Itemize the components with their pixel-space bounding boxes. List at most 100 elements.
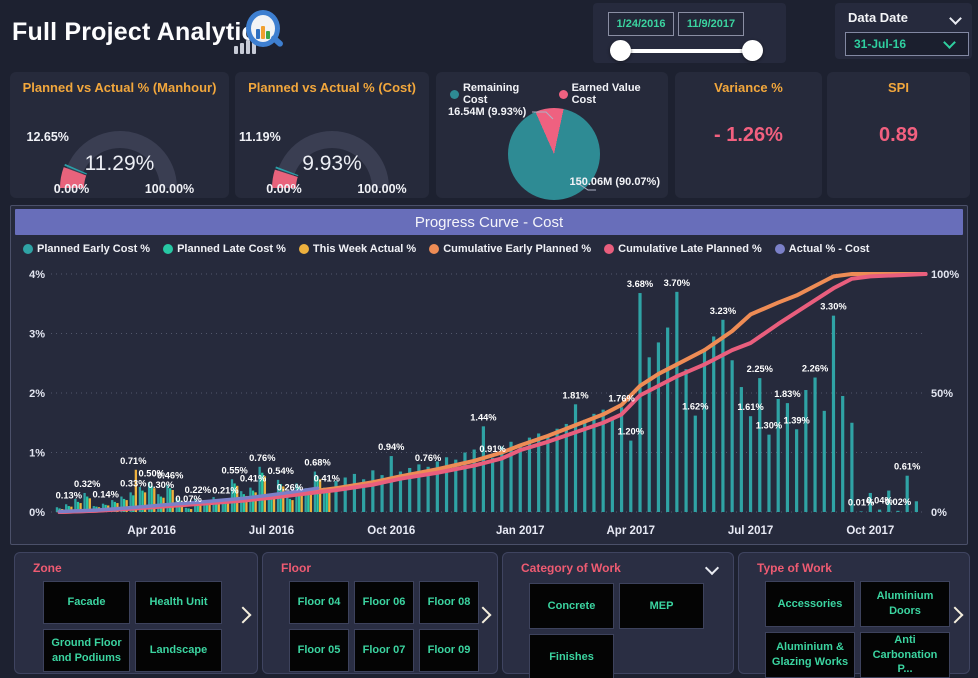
filter-option-floor-06[interactable]: Floor 06 xyxy=(354,581,414,624)
filter-option-ground-floor-and-podiums[interactable]: Ground Floor and Podiums xyxy=(43,629,130,672)
range-slider-handle-end[interactable] xyxy=(742,40,763,61)
chevron-down-icon[interactable] xyxy=(949,12,962,25)
legend-item: Actual % - Cost xyxy=(774,243,869,255)
bar-data-label: 0.71% xyxy=(120,456,147,466)
legend-label: Remaining Cost xyxy=(462,82,520,106)
bar-data-label: 1.39% xyxy=(783,415,810,425)
bar-data-label: 0.46% xyxy=(157,471,184,481)
variance-value: - 1.26% xyxy=(714,124,783,146)
svg-text:Apr 2017: Apr 2017 xyxy=(607,525,656,537)
svg-text:Oct 2017: Oct 2017 xyxy=(846,525,894,537)
spi-value: 0.89 xyxy=(879,124,918,146)
filter-option-anti-carbonation-p[interactable]: Anti Carbonation P... xyxy=(860,632,950,678)
scroll-right-icon[interactable] xyxy=(234,606,252,624)
progress-curve-panel: Progress Curve - Cost Planned Early Cost… xyxy=(10,205,968,545)
filter-option-finishes[interactable]: Finishes xyxy=(529,634,614,678)
filter-option-aluminium-glazing-works[interactable]: Aluminium & Glazing Works xyxy=(765,632,855,678)
range-end-input[interactable]: 11/9/2017 xyxy=(678,12,744,36)
pie-label-earned-value: 16.54M (9.93%) xyxy=(448,106,527,118)
filter-option-health-unit[interactable]: Health Unit xyxy=(135,581,222,624)
legend-dot xyxy=(298,244,309,254)
kpi-card-spi: SPI 0.89 xyxy=(827,72,970,198)
data-date-dropdown[interactable]: 31-Jul-16 xyxy=(845,32,969,56)
gauge-min-label: 0.00% xyxy=(53,182,90,196)
filter-option-landscape[interactable]: Landscape xyxy=(135,629,222,672)
bar-data-label: 0.21% xyxy=(212,486,239,496)
bar-data-label: 1.83% xyxy=(774,389,801,399)
legend-dot xyxy=(23,244,33,254)
gauge-max-label: 100.00% xyxy=(144,182,195,196)
filter-option-floor-04[interactable]: Floor 04 xyxy=(289,581,349,624)
svg-text:50%: 50% xyxy=(931,388,953,400)
svg-text:0%: 0% xyxy=(29,507,45,519)
filter-option-floor-07[interactable]: Floor 07 xyxy=(354,629,414,672)
filter-option-accessories[interactable]: Accessories xyxy=(765,581,855,627)
card-title: SPI xyxy=(888,80,909,95)
bar-data-label: 0.01% xyxy=(848,497,875,507)
bar-data-label: 2.26% xyxy=(802,364,829,374)
legend-dot xyxy=(774,244,785,254)
bar-data-label: 1.81% xyxy=(562,390,589,400)
bar-data-label: 0.14% xyxy=(92,490,119,500)
filter-title: Zone xyxy=(33,561,62,575)
date-range-slicer: 1/24/2016 11/9/2017 xyxy=(593,3,786,63)
gauge-target-label: 12.65% xyxy=(26,130,69,144)
pie-label-remaining: 150.06M (90.07%) xyxy=(569,176,661,188)
filter-option-concrete[interactable]: Concrete xyxy=(529,583,614,629)
data-date-slicer: Data Date 31-Jul-16 xyxy=(835,3,972,59)
bar-data-label: 1.61% xyxy=(737,402,764,412)
legend-item: Cumulative Late Planned % xyxy=(604,243,762,255)
filter-title: Floor xyxy=(281,561,311,575)
filter-title: Type of Work xyxy=(757,561,832,575)
bar-data-label: 0.61% xyxy=(894,462,921,472)
bar-data-label: 0.76% xyxy=(415,453,442,463)
filter-option-floor-08[interactable]: Floor 08 xyxy=(419,581,479,624)
legend-dot-remaining-cost xyxy=(450,89,459,99)
range-slider-handle-start[interactable] xyxy=(610,40,631,61)
bar-data-label: 0.32% xyxy=(74,479,101,489)
filter-option-floor-09[interactable]: Floor 09 xyxy=(419,629,479,672)
bar-data-label: 0.91% xyxy=(479,444,506,454)
bar-data-label: 0.50% xyxy=(139,468,166,478)
legend-dot xyxy=(604,244,615,254)
legend-label: Earned Value Cost xyxy=(571,82,641,106)
bar-data-label: 0.41% xyxy=(240,474,267,484)
svg-text:Jul 2016: Jul 2016 xyxy=(249,525,294,537)
svg-text:Jul 2017: Jul 2017 xyxy=(728,525,773,537)
bar-data-label: 0.07% xyxy=(175,494,202,504)
svg-text:4%: 4% xyxy=(29,269,45,281)
range-start-input[interactable]: 1/24/2016 xyxy=(608,12,674,36)
gauge-target-label: 11.19% xyxy=(239,130,281,144)
legend-item: Planned Late Cost % xyxy=(163,243,286,255)
card-title: Planned vs Actual % (Manhour) xyxy=(22,80,217,95)
filter-option-floor-05[interactable]: Floor 05 xyxy=(289,629,349,672)
bar-chart-magnifier-icon xyxy=(234,8,286,58)
bar-data-label: 0.68% xyxy=(304,458,331,468)
filter-option-facade[interactable]: Facade xyxy=(43,581,130,624)
chart-legend: Planned Early Cost % Planned Late Cost % T… xyxy=(23,240,967,258)
svg-text:2%: 2% xyxy=(29,388,45,400)
legend-item: Cumulative Early Planned % xyxy=(429,243,591,255)
pie-legend: Remaining Cost Earned Value Cost xyxy=(450,82,668,106)
chevron-down-icon[interactable] xyxy=(704,560,720,576)
bar-data-label: 1.76% xyxy=(608,393,635,403)
filter-option-aluminium-doors[interactable]: Aluminium Doors xyxy=(860,581,950,627)
bar-data-label: 0.76% xyxy=(249,453,276,463)
bar-data-label: 1.20% xyxy=(618,427,645,437)
gauge-max-label: 100.00% xyxy=(357,182,407,196)
legend-dot-earned-value-cost xyxy=(558,89,568,99)
kpi-card-cost-gauge: Planned vs Actual % (Cost) 9.93% 11.19% … xyxy=(235,72,429,198)
gauge-min-label: 0.00% xyxy=(266,182,302,196)
svg-text:Oct 2016: Oct 2016 xyxy=(367,525,415,537)
legend-dot xyxy=(163,244,174,254)
svg-text:1%: 1% xyxy=(29,448,45,460)
bar-data-label: 0.13% xyxy=(56,490,83,500)
range-slider-track[interactable] xyxy=(618,49,753,53)
filter-option-mep[interactable]: MEP xyxy=(619,583,704,629)
svg-text:0%: 0% xyxy=(931,507,947,519)
filter-panel-category-of-work: Category of Work Concrete MEP Finishes xyxy=(502,552,734,678)
filter-title: Category of Work xyxy=(521,561,621,575)
legend-item: This Week Actual % xyxy=(298,243,416,255)
kpi-card-manhour-gauge: Planned vs Actual % (Manhour) 11.29% 12.… xyxy=(10,72,229,198)
